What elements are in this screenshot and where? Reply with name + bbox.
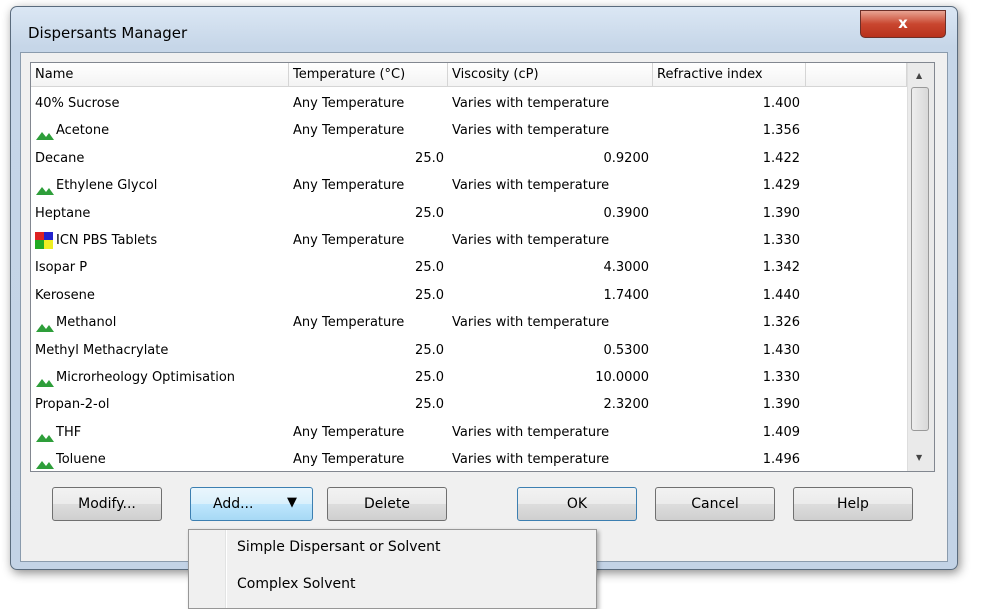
dispersant-icon	[36, 372, 54, 387]
table-cell[interactable]: Decane	[35, 150, 85, 166]
table-cell: Any Temperature	[293, 123, 405, 139]
table-cell: 1.330	[762, 233, 800, 248]
table-cell: Any Temperature	[293, 96, 405, 111]
dialog-title: Dispersants Manager	[28, 24, 188, 42]
table-cell: 0.5300	[603, 342, 650, 358]
table-cell: 1.356	[762, 123, 800, 139]
table-cell[interactable]: THF	[56, 424, 82, 440]
table-cell: 1.496	[762, 452, 800, 468]
table-cell[interactable]: Propan-2-ol	[35, 397, 110, 413]
table-cell[interactable]: Kerosene	[35, 287, 95, 303]
table-cell: 25.0	[415, 260, 444, 276]
table-cell: 1.390	[762, 397, 800, 413]
dispersant-icon	[36, 125, 54, 141]
table-cell: 25.0	[415, 287, 444, 303]
dispersant-icon	[36, 317, 54, 333]
table-cell: 1.409	[762, 424, 800, 440]
column-header[interactable]: Refractive index	[653, 63, 806, 87]
table-cell[interactable]: Methanol	[56, 315, 117, 331]
table-cell: 25.0	[415, 205, 444, 221]
scroll-thumb[interactable]	[911, 87, 929, 431]
button[interactable]: Help	[793, 487, 913, 521]
table-cell[interactable]: Methyl Methacrylate	[35, 342, 169, 358]
scroll-up[interactable]: ▲	[916, 71, 923, 80]
dispersant-icon	[36, 454, 54, 470]
menu-item[interactable]: Complex Solvent	[237, 576, 356, 592]
table-cell: Varies with temperature	[452, 123, 610, 139]
table-cell: Any Temperature	[293, 315, 405, 331]
table-cell: 25.0	[415, 150, 444, 166]
button[interactable]: Add...	[190, 487, 313, 521]
table-cell: Varies with temperature	[452, 315, 610, 331]
table-cell: 25.0	[415, 397, 444, 413]
table-cell[interactable]: Acetone	[56, 123, 110, 139]
table-cell[interactable]: Microrheology Optimisation	[56, 370, 236, 385]
table-cell: Any Temperature	[293, 452, 405, 468]
dispersant-list: ▲ ▼ Name Temperature (°C) Viscosity (cP) Re…	[30, 62, 935, 472]
table-cell: Any Temperature	[293, 178, 405, 194]
column-header[interactable]: Temperature (°C)	[289, 63, 448, 87]
table-cell: 10.0000	[595, 370, 649, 385]
table-cell: Varies with temperature	[452, 178, 610, 194]
dropdown-arrow[interactable]: ▼	[287, 495, 297, 510]
dispersant-icon	[35, 232, 53, 249]
menu-gutter	[225, 530, 227, 608]
table-cell: 1.429	[762, 178, 800, 194]
table-cell[interactable]: Ethylene Glycol	[56, 178, 158, 194]
table-cell: 1.330	[762, 370, 800, 385]
table-cell: 0.3900	[603, 205, 650, 221]
dispersant-icon	[36, 427, 54, 442]
table-cell: 1.326	[762, 315, 800, 331]
button[interactable]: OK	[517, 487, 637, 521]
button[interactable]: Modify...	[52, 487, 162, 521]
scrollbar[interactable]: ▲ ▼	[907, 63, 934, 471]
table-cell: 1.7400	[603, 287, 650, 303]
table-cell[interactable]: Heptane	[35, 205, 91, 221]
table-cell: 25.0	[415, 370, 444, 385]
table-cell: Varies with temperature	[452, 424, 610, 440]
table-cell: Varies with temperature	[452, 96, 610, 111]
table-cell: 4.3000	[603, 260, 650, 276]
dispersant-icon	[36, 180, 54, 196]
table-cell[interactable]: Isopar P	[35, 260, 88, 276]
column-header[interactable]: Viscosity (cP)	[448, 63, 653, 87]
button[interactable]: Cancel	[655, 487, 775, 521]
table-cell: 1.422	[762, 150, 800, 166]
scroll-down[interactable]: ▼	[916, 453, 923, 462]
table-cell: 1.440	[762, 287, 800, 303]
table-cell: 1.400	[762, 96, 800, 111]
table-cell: Varies with temperature	[452, 452, 610, 468]
column-header	[806, 63, 907, 87]
menu-item[interactable]: Simple Dispersant or Solvent	[237, 539, 441, 555]
table-cell: Any Temperature	[293, 233, 405, 248]
table-cell: 25.0	[415, 342, 444, 358]
table-cell: 1.430	[762, 342, 800, 358]
table-cell: Varies with temperature	[452, 233, 610, 248]
close-button[interactable]: x	[860, 10, 946, 38]
table-cell: 0.9200	[603, 150, 650, 166]
table-cell: 1.390	[762, 205, 800, 221]
button[interactable]: Delete	[327, 487, 447, 521]
column-header[interactable]: Name	[31, 63, 289, 87]
table-cell: 1.342	[762, 260, 800, 276]
table-cell[interactable]: Toluene	[56, 452, 106, 468]
table-cell: Any Temperature	[293, 424, 405, 440]
table-cell[interactable]: 40% Sucrose	[35, 96, 120, 111]
table-cell[interactable]: ICN PBS Tablets	[56, 233, 158, 248]
add-menu: Simple Dispersant or Solvent Complex Solv…	[188, 529, 597, 609]
table-cell: 2.3200	[603, 397, 650, 413]
